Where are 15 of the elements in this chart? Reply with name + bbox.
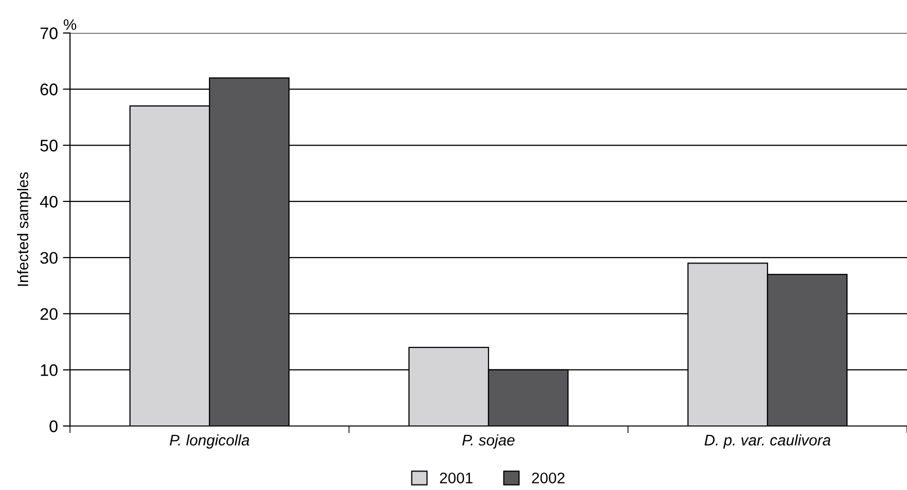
y-tick-label: 0 bbox=[50, 420, 58, 432]
y-tick-label: 50 bbox=[40, 140, 58, 152]
legend-label: 2001 bbox=[440, 472, 472, 484]
x-tick-label: P. longicolla bbox=[170, 434, 250, 449]
legend-label: 2002 bbox=[532, 472, 564, 484]
x-tick-label: D. p. var. caulivora bbox=[704, 434, 830, 449]
y-tick-label: 40 bbox=[40, 196, 58, 208]
y-tick-label: 10 bbox=[40, 364, 58, 376]
y-tick-label: 30 bbox=[40, 252, 58, 264]
y-tick-label: 20 bbox=[40, 308, 58, 320]
x-tick-label: P. sojae bbox=[462, 434, 515, 449]
y-tick-label: 60 bbox=[40, 84, 58, 96]
y-axis-title: Infected samples bbox=[17, 172, 32, 286]
text: % bbox=[64, 19, 76, 30]
y-tick-label: 70 bbox=[40, 27, 58, 40]
